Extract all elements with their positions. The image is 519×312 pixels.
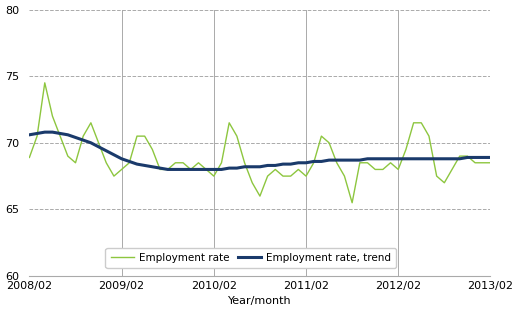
Employment rate, trend bbox=[503, 156, 509, 159]
Employment rate bbox=[26, 156, 33, 159]
Employment rate bbox=[310, 161, 317, 165]
X-axis label: Year/month: Year/month bbox=[228, 296, 292, 306]
Employment rate, trend bbox=[318, 159, 324, 163]
Employment rate bbox=[42, 81, 48, 85]
Employment rate, trend bbox=[157, 166, 163, 170]
Employment rate, trend bbox=[518, 156, 519, 159]
Employment rate bbox=[503, 108, 509, 111]
Employment rate bbox=[349, 201, 355, 205]
Employment rate bbox=[518, 128, 519, 131]
Employment rate, trend bbox=[226, 166, 233, 170]
Employment rate bbox=[218, 161, 225, 165]
Line: Employment rate: Employment rate bbox=[30, 83, 519, 203]
Employment rate, trend bbox=[165, 168, 171, 171]
Employment rate, trend bbox=[26, 133, 33, 137]
Employment rate bbox=[157, 168, 163, 171]
Legend: Employment rate, Employment rate, trend: Employment rate, Employment rate, trend bbox=[105, 248, 396, 268]
Employment rate, trend bbox=[42, 130, 48, 134]
Line: Employment rate, trend: Employment rate, trend bbox=[30, 132, 519, 169]
